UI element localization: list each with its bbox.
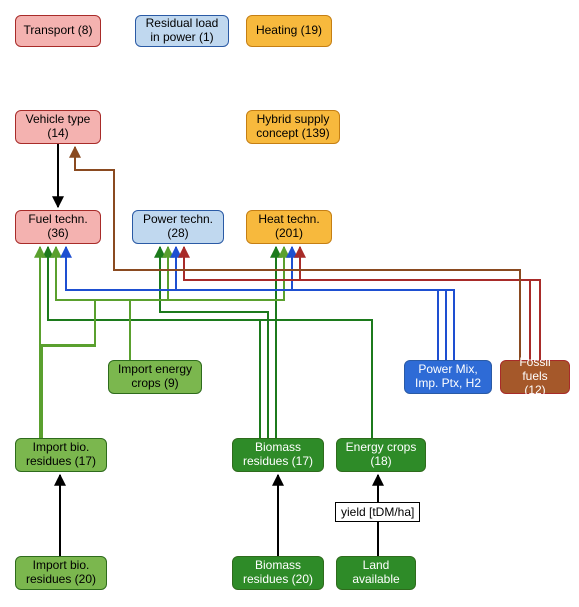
node-label: Heating (19)	[256, 24, 322, 38]
edge-imp17_to_power	[42, 247, 168, 438]
edge-powermix_to_fuel	[66, 247, 438, 360]
node-label: Transport (8)	[24, 24, 93, 38]
node-label: (201)	[275, 227, 303, 241]
node-label: (18)	[370, 455, 391, 469]
edge-powermix_to_heat	[292, 247, 454, 360]
node-label: Hybrid supply	[257, 113, 330, 127]
edge-fossil_to_heat	[300, 247, 540, 360]
node-label: Import energy	[118, 363, 192, 377]
node-label: available	[352, 573, 399, 587]
edge-layer	[0, 0, 579, 607]
node-energy_crops: Energy crops(18)	[336, 438, 426, 472]
node-label: Vehicle type	[26, 113, 91, 127]
node-label: (36)	[47, 227, 68, 241]
node-label: Heat techn.	[258, 213, 319, 227]
node-label: residues (17)	[243, 455, 313, 469]
node-label: (12)	[524, 384, 545, 398]
edge-imp17_to_heat	[40, 247, 284, 438]
node-label: Residual load	[146, 17, 219, 31]
yield-label: yield [tDM/ha]	[335, 502, 420, 522]
node-import_bio_20: Import bio.residues (20)	[15, 556, 107, 590]
node-label: Biomass	[255, 559, 301, 573]
node-label: residues (17)	[26, 455, 96, 469]
node-power_mix: Power Mix,Imp. Ptx, H2	[404, 360, 492, 394]
node-fuel_techn: Fuel techn.(36)	[15, 210, 101, 244]
edge-impcrops_to_fuel	[56, 247, 130, 360]
node-label: Imp. Ptx, H2	[415, 377, 481, 391]
node-heating: Heating (19)	[246, 15, 332, 47]
node-label: residues (20)	[26, 573, 96, 587]
node-label: in power (1)	[150, 31, 213, 45]
node-label: Biomass	[255, 441, 301, 455]
edge-bio17_to_fuel	[48, 247, 260, 438]
node-heat_techn: Heat techn.(201)	[246, 210, 332, 244]
node-label: (28)	[167, 227, 188, 241]
edge-fossil_to_power	[184, 247, 530, 360]
node-hybrid: Hybrid supplyconcept (139)	[246, 110, 340, 144]
node-label: concept (139)	[256, 127, 329, 141]
edge-powermix_to_power	[176, 247, 446, 360]
node-bio_res_17: Biomassresidues (17)	[232, 438, 324, 472]
node-label: residues (20)	[243, 573, 313, 587]
node-label: Fossil fuels	[507, 356, 563, 384]
node-label: crops (9)	[131, 377, 178, 391]
node-residual: Residual loadin power (1)	[135, 15, 229, 47]
node-fossil: Fossil fuels(12)	[500, 360, 570, 394]
node-label: Power Mix,	[418, 363, 477, 377]
node-transport: Transport (8)	[15, 15, 101, 47]
node-power_techn: Power techn.(28)	[132, 210, 224, 244]
edge-crops_to_fuel	[260, 320, 372, 438]
node-label: Energy crops	[346, 441, 417, 455]
node-label: Import bio.	[33, 441, 90, 455]
node-label: Power techn.	[143, 213, 213, 227]
node-bio_res_20: Biomassresidues (20)	[232, 556, 324, 590]
node-import_bio_17: Import bio.residues (17)	[15, 438, 107, 472]
node-label: Land	[363, 559, 390, 573]
node-vehicle_type: Vehicle type(14)	[15, 110, 101, 144]
node-label: Import bio.	[33, 559, 90, 573]
node-label: Fuel techn.	[28, 213, 87, 227]
edge-fossil_to_veh	[75, 147, 520, 360]
node-label: (14)	[47, 127, 68, 141]
edge-bio17_to_power	[160, 247, 268, 438]
node-import_crops: Import energycrops (9)	[108, 360, 202, 394]
node-land_avail: Landavailable	[336, 556, 416, 590]
